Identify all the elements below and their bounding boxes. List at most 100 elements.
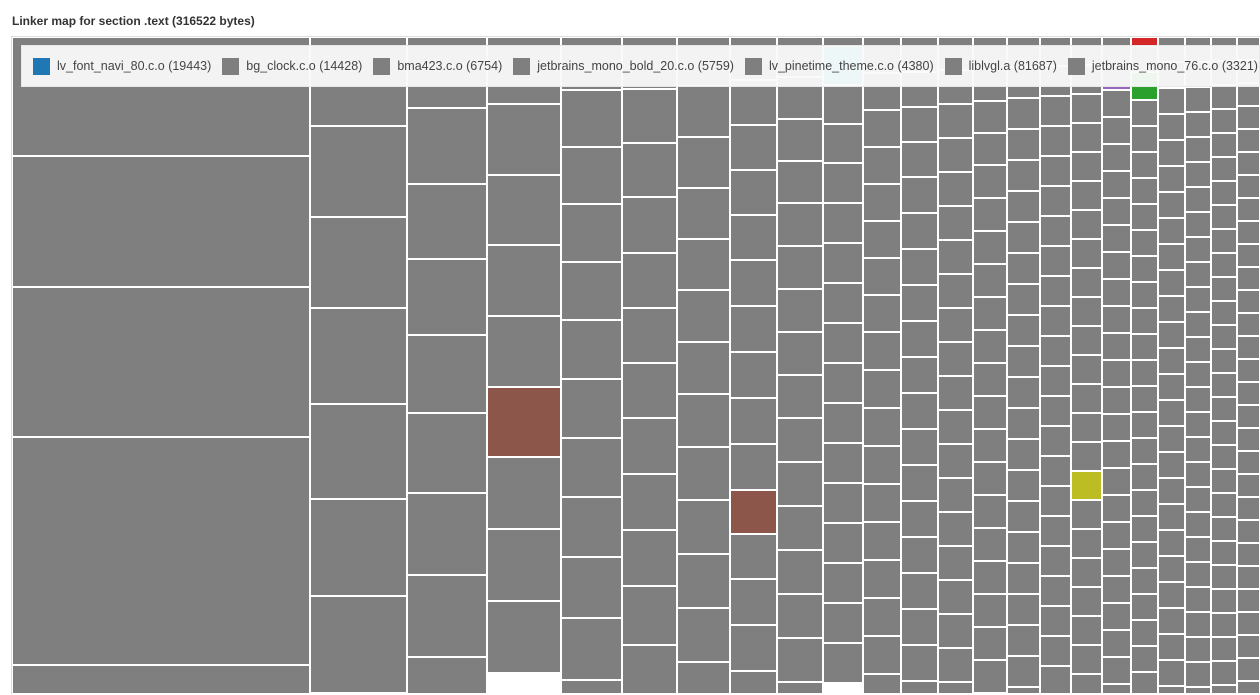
treemap-cell[interactable] — [622, 363, 677, 418]
treemap-cell[interactable] — [1131, 438, 1158, 464]
treemap-cell[interactable] — [1102, 117, 1131, 144]
treemap-cell[interactable] — [973, 133, 1007, 165]
treemap-cell[interactable] — [863, 598, 901, 636]
legend-item[interactable]: jetbrains_mono_bold_20.c.o (5759) — [513, 57, 734, 75]
treemap-cell[interactable] — [1071, 239, 1102, 268]
treemap-cell[interactable] — [1158, 634, 1185, 660]
treemap-cell[interactable] — [1158, 556, 1185, 582]
treemap-cell[interactable] — [1040, 606, 1071, 636]
treemap-cell[interactable] — [1040, 96, 1071, 126]
treemap-cell[interactable] — [1071, 94, 1102, 123]
treemap-cell[interactable] — [622, 645, 677, 694]
treemap-cell[interactable] — [1211, 469, 1237, 493]
treemap-cell[interactable] — [1185, 287, 1211, 312]
treemap-cell[interactable] — [622, 474, 677, 530]
treemap-cell[interactable] — [777, 682, 823, 694]
treemap-cell[interactable] — [1237, 474, 1260, 497]
treemap-cell[interactable] — [407, 493, 487, 575]
treemap-cell[interactable] — [1185, 212, 1211, 237]
treemap-cell[interactable] — [407, 657, 487, 694]
treemap-cell[interactable] — [1131, 256, 1158, 282]
treemap-cell[interactable] — [823, 203, 863, 243]
treemap-cell[interactable] — [1040, 156, 1071, 186]
treemap-cell[interactable] — [1007, 377, 1040, 408]
treemap-cell[interactable] — [973, 101, 1007, 133]
treemap-cell[interactable] — [777, 418, 823, 462]
treemap-cell[interactable] — [730, 579, 777, 625]
treemap-cell[interactable] — [1185, 87, 1211, 112]
treemap-cell[interactable] — [777, 550, 823, 594]
treemap-cell[interactable] — [863, 295, 901, 332]
treemap-cell[interactable] — [1040, 426, 1071, 456]
treemap-cell[interactable] — [1040, 366, 1071, 396]
treemap-cell[interactable] — [1158, 296, 1185, 322]
treemap-cell[interactable] — [1102, 522, 1131, 549]
treemap-cell[interactable] — [1158, 478, 1185, 504]
treemap-cell[interactable] — [1211, 109, 1237, 133]
treemap-cell[interactable] — [973, 264, 1007, 297]
treemap-cell[interactable] — [677, 608, 730, 662]
treemap-cell[interactable] — [1158, 660, 1185, 686]
treemap-cell[interactable] — [777, 506, 823, 550]
treemap-cell[interactable] — [777, 161, 823, 203]
treemap-cell[interactable] — [973, 660, 1007, 693]
treemap-cell[interactable] — [1158, 348, 1185, 374]
treemap-cell[interactable] — [1185, 387, 1211, 412]
treemap-cell[interactable] — [1007, 191, 1040, 222]
treemap-cell[interactable] — [1131, 100, 1158, 126]
treemap-cell[interactable] — [1040, 186, 1071, 216]
treemap-cell[interactable] — [938, 512, 973, 546]
treemap-cell[interactable] — [1007, 222, 1040, 253]
treemap-cell[interactable] — [1158, 504, 1185, 530]
treemap-cell[interactable] — [1007, 687, 1040, 694]
treemap-cell[interactable] — [1102, 657, 1131, 684]
treemap-cell[interactable] — [777, 332, 823, 375]
treemap-cell[interactable] — [823, 643, 863, 683]
treemap-cell[interactable] — [901, 393, 938, 429]
treemap-cell[interactable] — [677, 394, 730, 447]
treemap-cell[interactable] — [1040, 306, 1071, 336]
treemap-cell[interactable] — [487, 457, 561, 529]
treemap-cell[interactable] — [1185, 562, 1211, 587]
treemap-cell[interactable] — [12, 287, 310, 437]
treemap-cell[interactable] — [1237, 152, 1260, 175]
treemap-cell[interactable] — [1102, 225, 1131, 252]
treemap-cell[interactable] — [1185, 487, 1211, 512]
treemap-cell[interactable] — [1237, 497, 1260, 520]
treemap-cell[interactable] — [1237, 681, 1260, 694]
treemap-cell[interactable] — [1158, 452, 1185, 478]
treemap-cell[interactable] — [1237, 428, 1260, 451]
treemap-cell[interactable] — [1102, 306, 1131, 333]
treemap-cell[interactable] — [973, 363, 1007, 396]
treemap-cell[interactable] — [1131, 646, 1158, 672]
treemap-cell[interactable] — [561, 497, 622, 557]
treemap-cell[interactable] — [1237, 129, 1260, 152]
treemap-cell[interactable] — [1158, 608, 1185, 634]
treemap-cell[interactable] — [938, 206, 973, 240]
treemap-cell[interactable] — [777, 375, 823, 418]
treemap-cell[interactable] — [973, 462, 1007, 495]
treemap-cell[interactable] — [901, 465, 938, 501]
treemap-cell[interactable] — [1102, 441, 1131, 468]
treemap-cell[interactable] — [1185, 412, 1211, 437]
treemap-cell[interactable] — [1007, 501, 1040, 532]
treemap-cell[interactable] — [1185, 512, 1211, 537]
treemap-cell[interactable] — [1237, 313, 1260, 336]
treemap-cell[interactable] — [561, 147, 622, 204]
treemap-cell[interactable] — [1040, 126, 1071, 156]
treemap-cell[interactable] — [938, 580, 973, 614]
treemap-cell[interactable] — [677, 290, 730, 342]
treemap-cell[interactable] — [1071, 500, 1102, 529]
treemap-cell[interactable] — [1211, 373, 1237, 397]
treemap-cell[interactable] — [407, 184, 487, 259]
treemap-cell[interactable] — [1131, 360, 1158, 386]
treemap-cell[interactable] — [677, 554, 730, 608]
treemap-cell[interactable] — [730, 170, 777, 215]
treemap-cell[interactable] — [1211, 541, 1237, 565]
treemap-cell[interactable] — [561, 262, 622, 320]
treemap-cell[interactable] — [1185, 587, 1211, 612]
treemap-cell[interactable] — [1040, 246, 1071, 276]
treemap-cell[interactable] — [407, 335, 487, 413]
treemap-cell[interactable] — [901, 177, 938, 213]
treemap-cell[interactable] — [901, 107, 938, 142]
